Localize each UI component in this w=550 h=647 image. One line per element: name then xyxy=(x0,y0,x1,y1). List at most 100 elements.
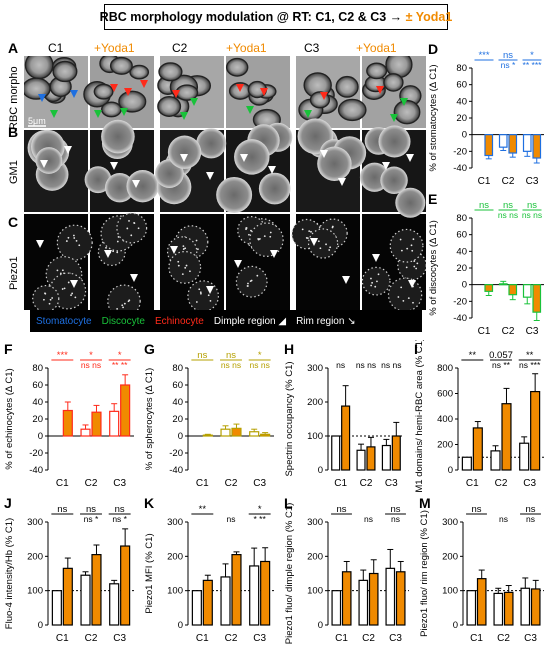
chart-h: H Spectrin occupancy (% C1) 0 100 200 300 C1 ns… xyxy=(284,341,404,489)
col-label-yoda1-3: +Yoda1 xyxy=(356,41,397,55)
rbc-cell xyxy=(24,77,51,100)
y-tick-label: 20 xyxy=(32,414,43,425)
piezo1-dot xyxy=(413,265,416,268)
y-tick-label: -20 xyxy=(169,448,183,459)
legend-rim: Rim region ↘ xyxy=(296,316,356,327)
significance-label: ** xyxy=(469,350,477,361)
dimple-marker xyxy=(64,146,72,154)
piezo1-dot xyxy=(410,244,413,247)
dimple-marker xyxy=(382,162,390,170)
x-tick-label: C2 xyxy=(362,633,375,644)
y-tick-label: 100 xyxy=(307,431,323,442)
gm1-cell xyxy=(395,187,426,218)
significance-label: ns xyxy=(336,504,346,515)
piezo1-cell xyxy=(235,265,268,298)
y-tick-label: 800 xyxy=(437,363,453,374)
piezo1-dot xyxy=(56,269,59,272)
bar-control xyxy=(522,284,532,298)
significance-label: ns xyxy=(525,504,535,515)
bar-control xyxy=(520,587,531,626)
x-tick-label: C3 xyxy=(523,478,536,489)
bar-control xyxy=(358,579,369,626)
bar-control xyxy=(331,590,342,626)
bar-yoda1 xyxy=(366,446,376,471)
x-tick-label: C3 xyxy=(113,478,126,489)
piezo1-dot xyxy=(397,296,400,298)
discocyte-marker xyxy=(180,112,188,120)
bar-yoda1 xyxy=(62,567,73,626)
panel-letter-b: B xyxy=(8,124,19,140)
significance-label: 0.057 xyxy=(489,350,513,361)
bar-yoda1 xyxy=(476,578,487,626)
legend-dimple: Dimple region ◢ xyxy=(214,316,286,327)
panel-letter-h: H xyxy=(284,341,294,357)
piezo1-dot xyxy=(415,267,418,270)
y-tick-label: 80 xyxy=(456,63,467,74)
y-tick-label: 200 xyxy=(442,551,458,562)
rbc-cell xyxy=(158,62,183,82)
y-tick-label: -40 xyxy=(29,465,43,476)
piezo1-dot xyxy=(257,238,260,241)
dimple-marker xyxy=(40,160,48,168)
piezo1-dot xyxy=(248,233,250,236)
discocyte-marker xyxy=(400,98,408,106)
bar-yoda1 xyxy=(202,434,213,437)
x-tick-label: C3 xyxy=(526,326,539,337)
y-tick-label: 0 xyxy=(38,431,43,442)
piezo1-dot xyxy=(319,247,322,250)
rbc-cell xyxy=(175,84,199,101)
x-tick-label: C2 xyxy=(495,478,508,489)
bar-yoda1 xyxy=(260,433,271,437)
y-tick-label: 60 xyxy=(172,380,183,391)
piezo1-dot xyxy=(116,307,119,310)
piezo1-dot xyxy=(400,286,403,289)
bar-control xyxy=(220,576,231,626)
piezo1-dot xyxy=(133,222,136,225)
stomatocyte-marker xyxy=(38,94,46,102)
significance-label: *** xyxy=(57,350,68,361)
bar-yoda1 xyxy=(391,435,401,471)
rim-marker xyxy=(206,286,214,294)
piezo1-cell xyxy=(307,228,339,259)
y-tick-label: 20 xyxy=(172,414,183,425)
piezo1-dot xyxy=(67,281,70,284)
piezo1-dot xyxy=(207,294,210,297)
dimple-marker xyxy=(268,166,276,174)
piezo1-dot xyxy=(411,249,414,252)
piezo1-dot xyxy=(117,236,120,238)
significance-label: ns xyxy=(226,350,236,361)
y-tick-label: -20 xyxy=(453,296,467,307)
significance-sublabel: ns xyxy=(499,514,508,524)
chart-g: G % of spherocytes (Δ C1) -40 -20 0 20 40 60 80 C… xyxy=(144,341,274,489)
piezo1-dot xyxy=(116,251,119,254)
rim-marker xyxy=(372,254,380,262)
piezo1-dot xyxy=(256,274,259,277)
bar-yoda1 xyxy=(532,134,542,159)
dimple-marker xyxy=(406,154,414,162)
x-tick-label: C2 xyxy=(502,176,515,187)
panel-letter-m: M xyxy=(419,495,431,511)
piezo1-dot xyxy=(67,236,70,239)
piezo1-dot xyxy=(105,246,107,249)
significance-sublabel: ns xyxy=(364,514,373,524)
bar-control xyxy=(490,450,501,471)
piezo1-dot xyxy=(61,288,64,290)
x-tick-label: C2 xyxy=(225,633,238,644)
x-tick-label: C1 xyxy=(466,478,479,489)
bar-control xyxy=(51,590,62,626)
piezo1-dot xyxy=(51,297,54,299)
y-axis-label: Piezo1 fluo/ dimple region (% C1) xyxy=(284,503,295,645)
y-tick-label: 80 xyxy=(456,213,467,224)
gm1-cell xyxy=(104,173,135,203)
y-axis-label: % of discocytes (Δ C1) xyxy=(428,220,439,316)
significance-label: * xyxy=(258,504,262,515)
piezo1-dot xyxy=(310,230,312,233)
piezo1-dot xyxy=(245,228,247,231)
piezo1-dot xyxy=(306,237,309,240)
piezo1-dot xyxy=(331,225,334,228)
rbc-cell xyxy=(109,56,133,75)
piezo1-dot xyxy=(246,285,249,287)
dimple-marker xyxy=(240,154,248,162)
rbc-cell xyxy=(157,96,182,117)
